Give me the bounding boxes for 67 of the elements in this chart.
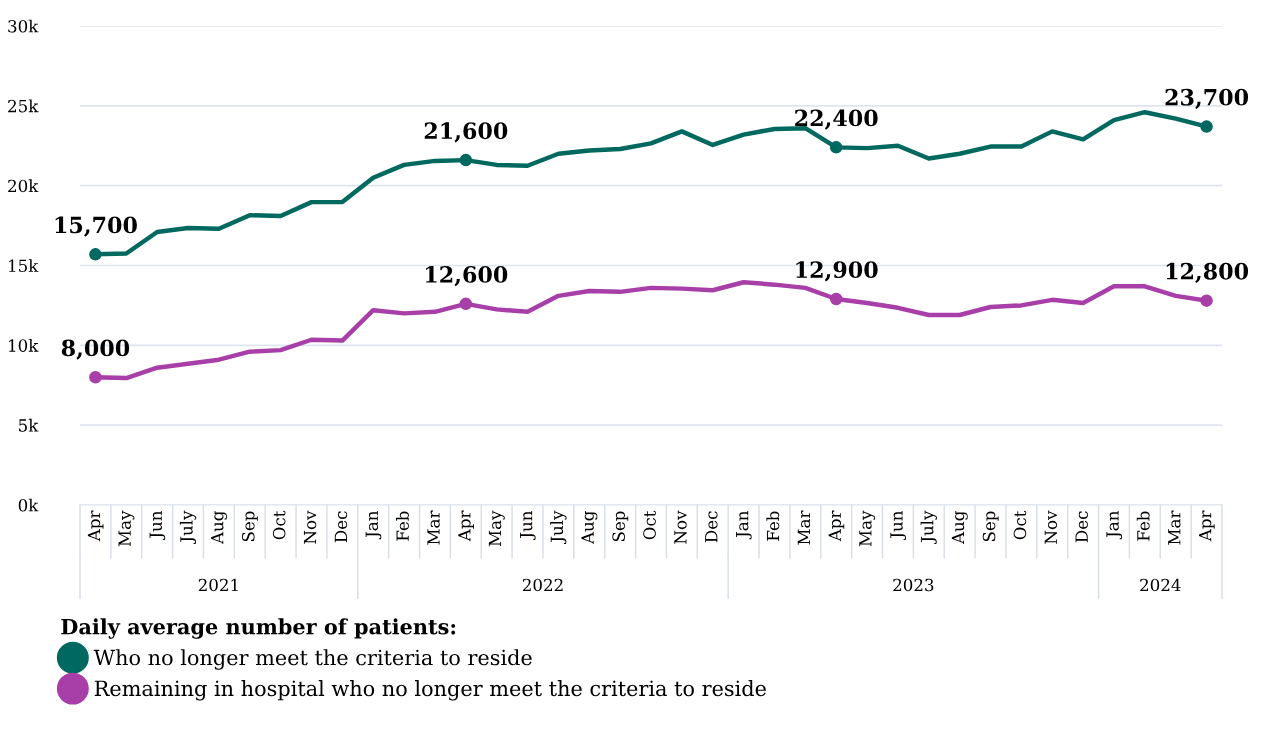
y-tick-label: 20k [8,179,39,193]
point [829,292,843,306]
y-tick-label: 30k [8,19,39,33]
x-tick-label: Apr [1199,510,1215,542]
text: 2022 [522,578,563,592]
x-tick-label: Mar [1168,510,1181,545]
x-tick-label: Dec [1075,511,1088,543]
text: 2023 [893,578,934,592]
data-label: 15,700 [55,216,137,237]
x-tick-label: Sep [241,511,258,542]
x-tick-label: Feb [766,511,780,541]
point [89,371,102,384]
y-tick-label: 0k [18,498,39,512]
data-label: 8,000 [61,339,130,360]
x-tick-label: Oct [643,510,656,540]
x-tick-label: Jun [149,511,166,541]
x-tick-label: July [179,510,197,545]
data-label: 12,600 [426,266,508,287]
x-tick-label: July [920,510,937,545]
x-tick-label: Aug [581,511,598,545]
x-tick-label: July [550,510,567,545]
x-tick-label: Jun [519,511,536,541]
point [829,141,843,154]
y-tick-label: 10k [9,339,39,352]
legend-title: Daily average number of patients: [61,618,456,639]
data-label: 23,700 [1165,88,1249,109]
x-tick-label: Oct [1013,510,1027,540]
x-tick-label: Aug [211,511,227,545]
point [459,153,473,167]
x-tick-label: Nov [303,510,317,544]
x-tick-label: Dec [334,511,348,543]
x-tick-label: Sep [612,511,629,542]
y-tick-label: 5k [19,418,39,432]
x-tick-label: Feb [396,511,409,541]
legend-label: Who no longer meet the criteria to reside [93,649,532,670]
x-tick-label: Jan [736,511,752,540]
x-tick-label: Nov [1044,510,1058,544]
x-tick-label: Feb [1136,511,1150,541]
x-tick-label: Mar [797,510,811,545]
x-tick-label: Apr [458,510,474,542]
x-tick-label: Nov [674,510,687,544]
text: 2024 [1140,578,1181,592]
x-tick-label: Aug [951,511,968,545]
x-tick-label: Apr [87,510,104,542]
x-tick-label: Dec [705,511,718,543]
x-tick-label: Jun [890,511,906,541]
text: 2021 [198,578,238,592]
point [459,297,473,311]
x-tick-label: Apr [828,510,845,542]
data-label: 12,800 [1166,262,1249,284]
x-tick-label: Mar [427,510,440,545]
point [1200,120,1213,133]
y-tick-label: 25k [8,99,39,113]
data-label: 12,900 [796,261,878,282]
y-tick-label: 15k [9,259,39,273]
x-tick-label: Jan [365,511,382,540]
legend-label: Remaining in hospital who no longer meet the criteria to reside [94,680,766,701]
x-tick-label: May [118,510,135,547]
x-tick-label: May [488,510,505,547]
x-tick-label: May [859,510,876,547]
x-tick-label: Jan [1106,511,1123,540]
point [1200,294,1213,307]
data-label: 22,400 [795,109,878,130]
x-tick-label: Oct [272,510,286,540]
x-tick-label: Sep [982,511,999,542]
point [89,248,102,261]
data-label: 21,600 [424,122,508,143]
